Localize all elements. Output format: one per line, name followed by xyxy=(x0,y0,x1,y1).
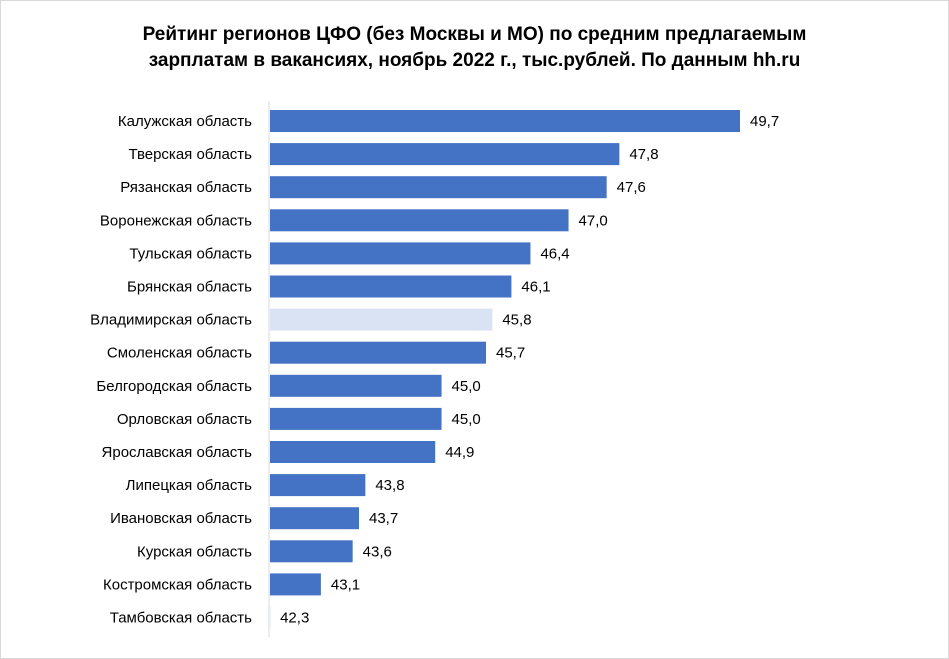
data-label: 43,6 xyxy=(363,543,392,560)
data-label: 45,0 xyxy=(452,378,481,395)
data-label: 47,8 xyxy=(629,146,658,163)
category-label: Смоленская область xyxy=(107,345,252,362)
category-label: Костромская область xyxy=(103,576,252,593)
data-label: 44,9 xyxy=(445,444,474,461)
category-label: Брянская область xyxy=(127,279,252,296)
category-label: Ивановская область xyxy=(110,510,252,527)
chart-title-line-2: зарплатам в вакансиях, ноябрь 2022 г., т… xyxy=(148,50,801,71)
category-label: Тверская область xyxy=(128,146,252,163)
category-label: Владимирская область xyxy=(90,312,252,329)
data-label: 43,7 xyxy=(369,510,398,527)
bar xyxy=(270,209,569,232)
category-label: Калужская область xyxy=(118,113,252,130)
category-label: Тульская область xyxy=(129,245,252,262)
bar xyxy=(270,242,531,265)
data-label: 43,1 xyxy=(331,576,360,593)
bar xyxy=(270,540,353,563)
data-label: 47,0 xyxy=(579,212,608,229)
data-label: 45,0 xyxy=(452,411,481,428)
data-label: 46,1 xyxy=(521,279,550,296)
chart-title: Рейтинг регионов ЦФО (без Москвы и МО) п… xyxy=(0,22,949,74)
category-label: Липецкая область xyxy=(126,477,253,494)
bar xyxy=(270,407,442,430)
bar xyxy=(270,110,740,132)
data-label: 43,8 xyxy=(375,477,404,494)
category-label: Курская область xyxy=(137,543,252,560)
data-label: 46,4 xyxy=(540,245,569,262)
data-label: 42,3 xyxy=(280,610,309,627)
bar xyxy=(270,507,359,530)
data-label: 45,8 xyxy=(502,312,531,329)
category-label: Тамбовская область xyxy=(110,610,252,627)
bar xyxy=(270,143,620,166)
category-label: Белгородская область xyxy=(96,378,252,395)
bar xyxy=(270,176,607,199)
category-label: Рязанская область xyxy=(120,179,252,196)
category-label: Воронежская область xyxy=(100,212,252,229)
bar xyxy=(270,441,436,463)
bar xyxy=(270,474,366,497)
bar xyxy=(270,374,442,397)
bar xyxy=(270,275,512,298)
bar-highlighted xyxy=(270,308,493,331)
data-label: 49,7 xyxy=(750,113,779,130)
category-label: Орловская область xyxy=(117,411,252,428)
data-label: 47,6 xyxy=(617,179,646,196)
data-label: 45,7 xyxy=(496,345,525,362)
chart-title-line-1: Рейтинг регионов ЦФО (без Москвы и МО) п… xyxy=(142,24,807,45)
category-label: Ярославская область xyxy=(102,444,253,461)
bar xyxy=(270,341,486,364)
bar xyxy=(270,573,321,596)
